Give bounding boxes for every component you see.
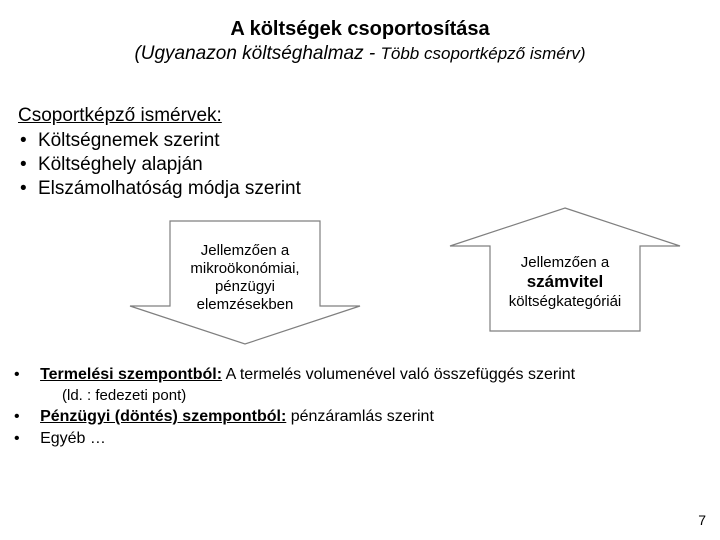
perspective-item: Termelési szempontból: A termelés volume…	[14, 364, 706, 406]
perspective-item: Egyéb …	[14, 428, 706, 450]
arrows-area: Jellemzően a mikroökonómiai, pénzügyi el…	[0, 206, 720, 356]
arrow-up-label: Jellemzően a számvitel költségkategóriái	[475, 254, 655, 310]
section-criteria: Csoportképző ismérvek: Költségnemek szer…	[0, 65, 720, 200]
criteria-list: Költségnemek szerint Költséghely alapján…	[18, 129, 720, 200]
arrow-right-line1: Jellemzően a	[521, 254, 609, 271]
arrow-right-line3: költségkategóriái	[509, 293, 622, 310]
perspective-lead: Termelési szempontból:	[40, 366, 222, 383]
arrow-left-line4: elemzésekben	[197, 296, 294, 313]
title-main: A költségek csoportosítása	[0, 18, 720, 41]
perspective-item: Pénzügyi (döntés) szempontból: pénzáraml…	[14, 406, 706, 428]
criteria-heading: Csoportképző ismérvek:	[18, 105, 720, 127]
arrow-up-block: Jellemzően a számvitel költségkategóriái	[440, 206, 690, 346]
section-perspectives: Termelési szempontból: A termelés volume…	[0, 356, 720, 449]
perspective-rest: A termelés volumenével való összefüggés …	[222, 366, 575, 383]
title-subtitle: (Ugyanazon költséghalmaz - Több csoportk…	[0, 43, 720, 65]
subtitle-prefix: (Ugyanazon költséghalmaz -	[134, 43, 380, 64]
arrow-left-line3: pénzügyi	[215, 278, 275, 295]
perspective-plain: Egyéb …	[40, 430, 106, 447]
perspective-lead: Pénzügyi (döntés) szempontból:	[40, 408, 286, 425]
perspective-detail: (ld. : fedezeti pont)	[38, 386, 706, 406]
criteria-item: Költséghely alapján	[18, 153, 720, 177]
page-number: 7	[698, 512, 706, 528]
title-block: A költségek csoportosítása (Ugyanazon kö…	[0, 0, 720, 65]
criteria-item: Költségnemek szerint	[18, 129, 720, 153]
arrow-left-line1: Jellemzően a	[201, 242, 289, 259]
arrow-left-line2: mikroökonómiai,	[190, 260, 299, 277]
criteria-item: Elszámolhatóság módja szerint	[18, 177, 720, 201]
arrow-right-bold: számvitel	[527, 272, 604, 291]
perspectives-list: Termelési szempontból: A termelés volume…	[14, 364, 706, 449]
perspective-rest: pénzáramlás szerint	[286, 408, 434, 425]
subtitle-small: Több csoportképző ismérv)	[381, 44, 586, 63]
arrow-down-label: Jellemzően a mikroökonómiai, pénzügyi el…	[155, 242, 335, 314]
